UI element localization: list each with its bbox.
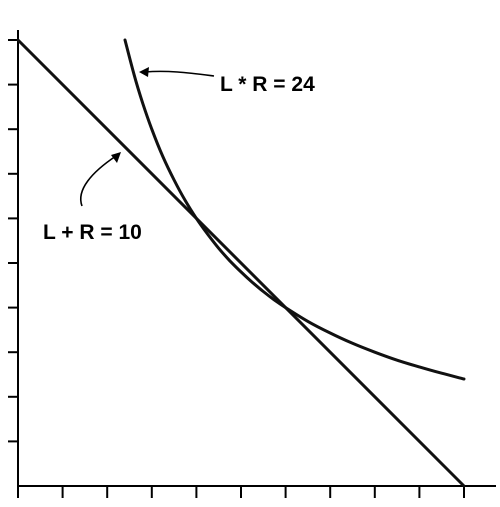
tick-marks bbox=[8, 39, 465, 498]
arrow-head-sum bbox=[111, 152, 121, 163]
series-curve-product bbox=[123, 38, 466, 381]
annotation-lr-product: L * R = 24 bbox=[139, 67, 315, 96]
annotation-arrow-product bbox=[144, 70, 215, 77]
series-layer bbox=[16, 38, 466, 488]
annotation-label-sum: L + R = 10 bbox=[43, 221, 142, 244]
series-line-sum bbox=[16, 38, 466, 488]
annotation-lr-sum: L + R = 10 bbox=[43, 152, 142, 244]
annotation-label-product: L * R = 24 bbox=[220, 73, 315, 96]
arrow-head-product bbox=[139, 67, 149, 77]
annotation-arrow-sum bbox=[79, 155, 117, 207]
